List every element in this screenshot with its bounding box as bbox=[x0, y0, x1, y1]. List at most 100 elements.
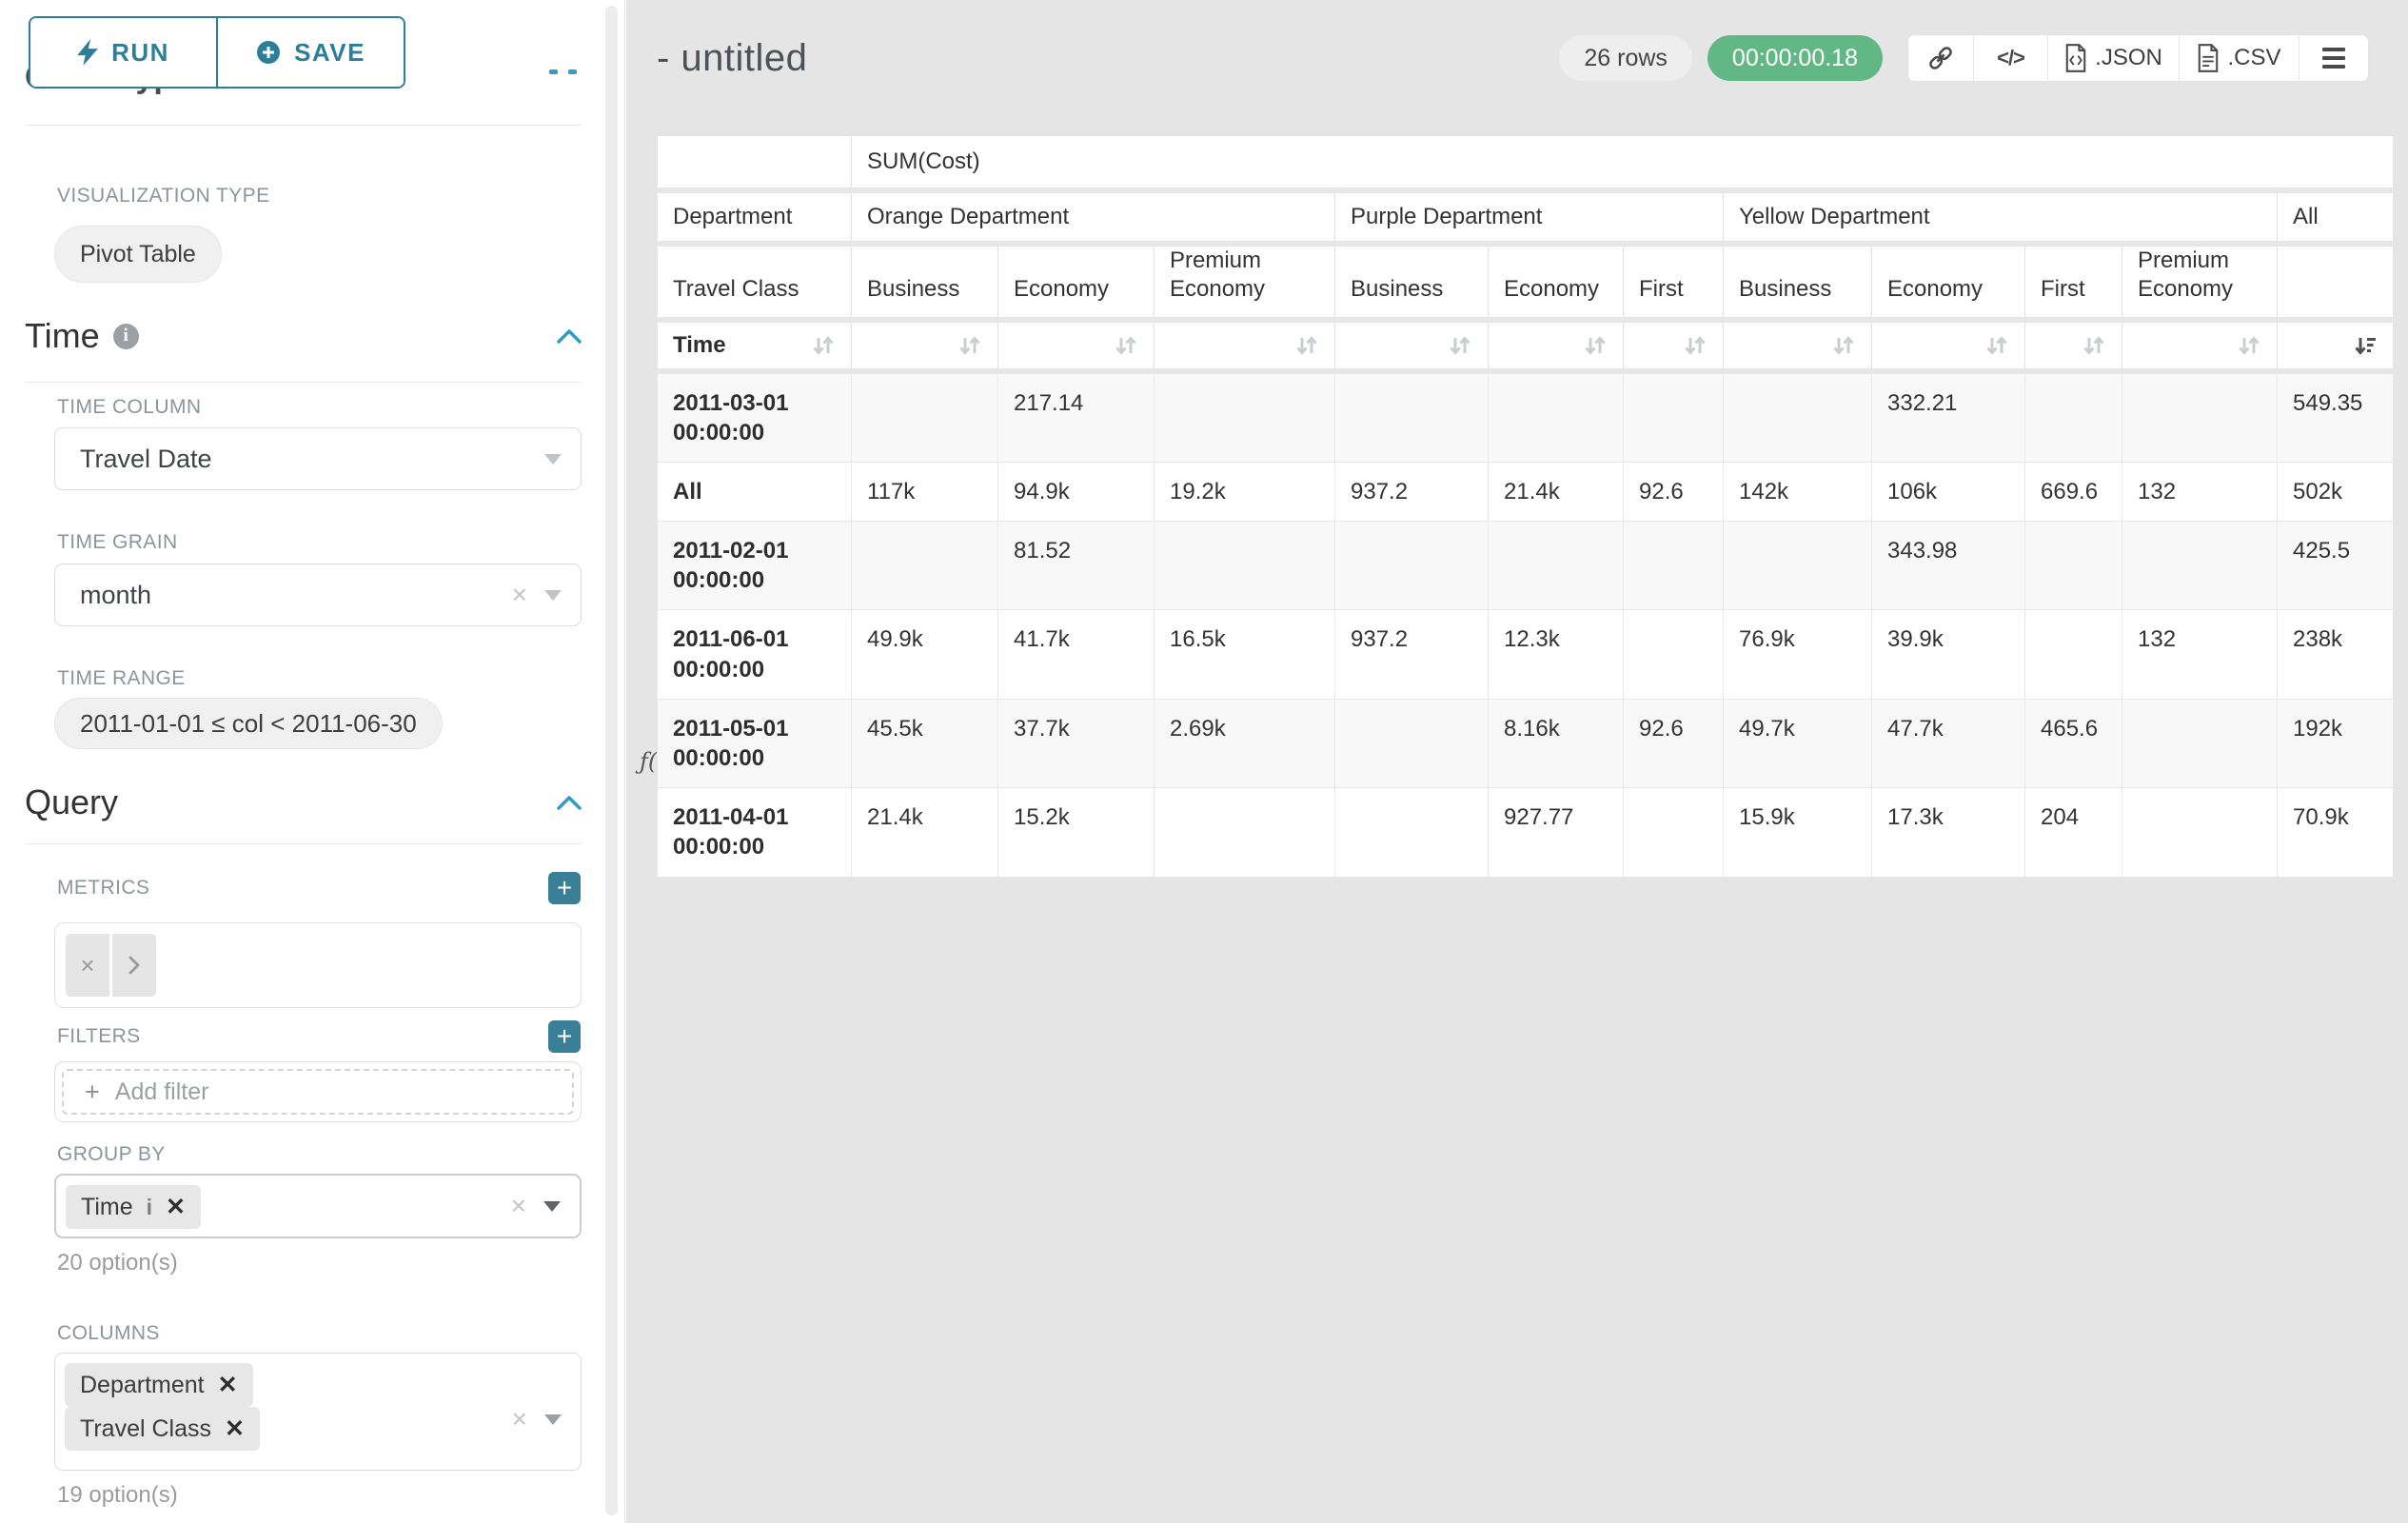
metric-header-cell: SUM(Cost) bbox=[850, 135, 2395, 193]
tag-label: Time bbox=[81, 1193, 133, 1220]
filters-control: + Add filter bbox=[54, 1061, 582, 1122]
value-cell: 204 bbox=[2024, 787, 2122, 878]
sort-cell[interactable] bbox=[1488, 319, 1624, 374]
visualization-type-pill[interactable]: Pivot Table bbox=[54, 226, 222, 283]
section-divider bbox=[25, 125, 582, 126]
sort-icon[interactable] bbox=[1984, 333, 2009, 358]
sort-icon[interactable] bbox=[1448, 333, 1472, 358]
plus-circle-icon bbox=[257, 41, 281, 64]
sort-cell[interactable] bbox=[1334, 319, 1489, 374]
sort-cell[interactable] bbox=[997, 319, 1155, 374]
time-column-select[interactable]: Travel Date bbox=[54, 427, 582, 490]
sort-icon[interactable] bbox=[2237, 333, 2261, 358]
sort-cell[interactable] bbox=[1154, 319, 1335, 374]
sort-cell[interactable] bbox=[851, 319, 998, 374]
value-cell bbox=[1334, 698, 1489, 789]
query-section-header: Query bbox=[25, 781, 582, 823]
chevron-up-icon[interactable] bbox=[557, 795, 582, 810]
chevron-up-icon[interactable] bbox=[557, 328, 582, 344]
info-icon[interactable]: i bbox=[112, 323, 139, 349]
expand-metric-icon[interactable] bbox=[112, 934, 156, 997]
query-section-title: Query bbox=[25, 782, 119, 821]
time-section-header: Time i bbox=[25, 315, 582, 357]
sort-icon[interactable] bbox=[1683, 333, 1707, 358]
sort-cell[interactable] bbox=[1723, 319, 1872, 374]
remove-tag-icon[interactable]: ✕ bbox=[225, 1415, 245, 1442]
time-column-value: Travel Date bbox=[80, 444, 212, 473]
sort-icon[interactable] bbox=[1114, 333, 1138, 358]
column-header-cell bbox=[2276, 243, 2395, 323]
value-cell: 19.2k bbox=[1154, 461, 1335, 523]
copy-link-button[interactable] bbox=[1908, 35, 1973, 81]
view-query-button[interactable]: </> bbox=[1973, 35, 2047, 81]
add-filter-placeholder: Add filter bbox=[114, 1078, 209, 1105]
value-cell: 117k bbox=[851, 461, 998, 523]
sort-cell[interactable] bbox=[2024, 319, 2122, 374]
add-metric-button[interactable]: + bbox=[548, 872, 581, 904]
value-cell bbox=[1154, 521, 1335, 611]
time-section-title: Time bbox=[25, 316, 100, 355]
value-cell: 41.7k bbox=[997, 609, 1155, 700]
hamburger-menu-icon bbox=[2322, 48, 2345, 69]
sort-desc-active-icon[interactable] bbox=[2353, 333, 2378, 358]
clear-icon[interactable]: × bbox=[510, 1191, 526, 1220]
value-cell bbox=[1334, 370, 1489, 463]
section-divider bbox=[25, 382, 582, 383]
time-grain-select[interactable]: month × bbox=[54, 564, 582, 626]
chevron-down-icon[interactable] bbox=[544, 1414, 562, 1425]
value-cell bbox=[2122, 370, 2278, 463]
value-cell bbox=[1623, 787, 1724, 878]
value-cell: 16.5k bbox=[1154, 609, 1335, 700]
row-dimension-label-cell: Travel Class bbox=[657, 243, 852, 323]
chevron-down-icon[interactable] bbox=[544, 453, 562, 465]
columns-select[interactable]: Department ✕ Travel Class ✕ × bbox=[54, 1353, 582, 1471]
group-by-select[interactable]: Time i ✕ × bbox=[54, 1174, 582, 1238]
column-header-cell: First bbox=[2024, 243, 2122, 323]
chevron-down-icon[interactable] bbox=[544, 589, 562, 601]
sort-icon[interactable] bbox=[1294, 333, 1319, 358]
run-button[interactable]: RUN bbox=[30, 18, 216, 87]
save-button[interactable]: SAVE bbox=[216, 18, 404, 87]
time-sort-cell[interactable]: Time bbox=[657, 319, 852, 374]
value-cell bbox=[2024, 521, 2122, 611]
sort-icon[interactable] bbox=[2082, 333, 2106, 358]
export-csv-button[interactable]: .CSV bbox=[2179, 35, 2299, 81]
value-cell: 15.2k bbox=[997, 787, 1155, 878]
sort-icon[interactable] bbox=[1583, 333, 1608, 358]
more-options-button[interactable] bbox=[2299, 35, 2368, 81]
info-icon[interactable]: i bbox=[146, 1194, 153, 1219]
time-range-pill[interactable]: 2011-01-01 ≤ col < 2011-06-30 bbox=[54, 698, 443, 749]
remove-metric-icon[interactable]: × bbox=[66, 934, 109, 997]
row-label-cell: 2011-06-01 00:00:00 bbox=[657, 609, 852, 700]
add-filter-dropzone[interactable]: + Add filter bbox=[62, 1069, 574, 1115]
remove-tag-icon[interactable]: ✕ bbox=[166, 1194, 186, 1220]
sort-cell[interactable] bbox=[2276, 319, 2395, 374]
sort-icon[interactable] bbox=[957, 333, 982, 358]
scrolled-icon-fragment bbox=[568, 69, 577, 74]
plus-icon: + bbox=[85, 1077, 100, 1106]
group-by-tag: Time i ✕ bbox=[66, 1185, 201, 1229]
clear-icon[interactable]: × bbox=[511, 580, 527, 609]
sidebar-scrollbar[interactable] bbox=[605, 6, 618, 1515]
clear-icon[interactable]: × bbox=[511, 1404, 527, 1434]
metric-pill: × ƒ(x) SUM(Cost) bbox=[66, 0, 2408, 1523]
add-filter-button[interactable]: + bbox=[548, 1020, 581, 1053]
value-cell bbox=[2122, 521, 2278, 611]
sort-cell[interactable] bbox=[2122, 319, 2278, 374]
sort-icon[interactable] bbox=[1831, 333, 1856, 358]
column-header-cell: Economy bbox=[1488, 243, 1624, 323]
row-count-badge: 26 rows bbox=[1559, 35, 1692, 81]
sort-icon[interactable] bbox=[811, 333, 836, 358]
chevron-down-icon[interactable] bbox=[543, 1200, 561, 1212]
table-row: 2011-06-01 00:00:00 49.9k 41.7k 16.5k 937.2 1… bbox=[657, 609, 2395, 700]
value-cell: 502k bbox=[2276, 461, 2395, 523]
remove-tag-icon[interactable]: ✕ bbox=[217, 1372, 238, 1398]
sort-cell[interactable] bbox=[1623, 319, 1724, 374]
column-header-cell: Economy bbox=[1871, 243, 2025, 323]
export-json-button[interactable]: .JSON bbox=[2047, 35, 2179, 81]
sort-cell[interactable] bbox=[1871, 319, 2025, 374]
link-icon bbox=[1929, 47, 1952, 69]
value-cell bbox=[2024, 609, 2122, 700]
value-cell: 937.2 bbox=[1334, 609, 1489, 700]
page-title: - untitled bbox=[657, 36, 808, 79]
